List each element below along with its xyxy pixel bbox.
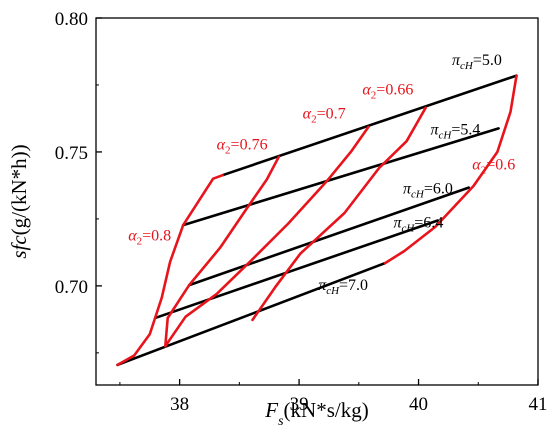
y-axis-title: sfc(g/(kN*h)) bbox=[7, 144, 31, 258]
annotation-value: =0.76 bbox=[231, 136, 268, 153]
annotation-subscript: 2 bbox=[371, 89, 377, 101]
annotation-subscript: cH bbox=[411, 188, 425, 200]
pi-line bbox=[187, 186, 471, 287]
alpha-line bbox=[164, 155, 281, 348]
annotation-subscript: cH bbox=[460, 60, 474, 72]
series-annotation: πcH=5.4 bbox=[430, 122, 480, 142]
annotation-symbol: π bbox=[318, 277, 327, 294]
alpha-line bbox=[116, 173, 224, 367]
series-annotation: α2=0.7 bbox=[303, 105, 346, 125]
x-tick-label: 38 bbox=[170, 394, 189, 415]
pi-line bbox=[221, 74, 518, 177]
x-axis-sub: s bbox=[278, 414, 284, 425]
annotation-symbol: π bbox=[393, 214, 402, 231]
annotation-symbol: α bbox=[128, 227, 137, 244]
alpha-line bbox=[251, 106, 428, 322]
y-tick-label: 0.75 bbox=[55, 143, 88, 164]
x-axis-unit: (kN*s/kg) bbox=[284, 398, 369, 422]
annotation-symbol: α bbox=[303, 105, 312, 122]
annotation-symbol: π bbox=[403, 180, 412, 197]
annotation-subscript: 2 bbox=[481, 164, 487, 176]
annotation-symbol: α bbox=[472, 156, 481, 173]
x-tick-label: 40 bbox=[409, 394, 428, 415]
y-axis-ticks: 0.70 0.75 0.80 bbox=[55, 9, 102, 354]
annotation-subscript: cH bbox=[401, 222, 415, 234]
series-annotation: α2=0.76 bbox=[217, 136, 268, 156]
annotation-subscript: cH bbox=[439, 130, 453, 142]
series-annotation: πcH=6.4 bbox=[393, 214, 443, 234]
annotation-value: =5.4 bbox=[451, 122, 480, 139]
y-tick-label: 0.80 bbox=[55, 9, 88, 30]
pi-line bbox=[181, 127, 500, 227]
series-annotation: πcH=5.0 bbox=[452, 52, 502, 72]
annotation-value: =0.6 bbox=[486, 156, 515, 173]
x-axis-ticks: 38 39 40 41 bbox=[119, 379, 548, 415]
annotation-value: =0.66 bbox=[376, 81, 413, 98]
annotation-value: =5.0 bbox=[473, 52, 502, 69]
series-annotation: α2=0.66 bbox=[362, 81, 413, 101]
annotation-value: =7.0 bbox=[339, 277, 368, 294]
plot-lines bbox=[116, 74, 518, 367]
pi-line bbox=[154, 219, 440, 320]
series-annotation: α2=0.8 bbox=[128, 227, 171, 247]
annotation-symbol: π bbox=[452, 52, 461, 69]
annotation-subscript: cH bbox=[326, 285, 340, 297]
y-axis-var: sfc bbox=[7, 235, 31, 259]
annotation-value: =0.7 bbox=[317, 105, 346, 122]
x-axis-var: F bbox=[264, 398, 278, 422]
plot-frame bbox=[95, 17, 539, 386]
alpha-line bbox=[164, 125, 370, 348]
annotation-subscript: 2 bbox=[225, 144, 231, 156]
annotations: πcH=5.0πcH=5.4πcH=6.0πcH=6.4πcH=7.0α2=0.… bbox=[128, 52, 515, 297]
y-tick-label: 0.70 bbox=[55, 277, 88, 298]
annotation-subscript: 2 bbox=[311, 113, 317, 125]
annotation-symbol: π bbox=[430, 122, 439, 139]
x-tick-label: 41 bbox=[529, 394, 548, 415]
annotation-value: =6.0 bbox=[424, 180, 453, 197]
series-annotation: α2=0.6 bbox=[472, 156, 515, 176]
y-axis-unit: (g/(kN*h)) bbox=[7, 144, 31, 235]
annotation-value: =6.4 bbox=[414, 214, 443, 231]
annotation-symbol: α bbox=[362, 81, 371, 98]
alpha-line bbox=[383, 74, 518, 265]
annotation-subscript: 2 bbox=[137, 235, 143, 247]
annotation-value: =0.8 bbox=[142, 227, 171, 244]
series-annotation: πcH=7.0 bbox=[318, 277, 368, 297]
series-annotation: πcH=6.0 bbox=[403, 180, 453, 200]
pi-line bbox=[116, 261, 387, 367]
x-axis-title: Fs(kN*s/kg) bbox=[264, 398, 368, 425]
annotation-symbol: α bbox=[217, 136, 226, 153]
x-tick-label: 39 bbox=[290, 394, 309, 415]
